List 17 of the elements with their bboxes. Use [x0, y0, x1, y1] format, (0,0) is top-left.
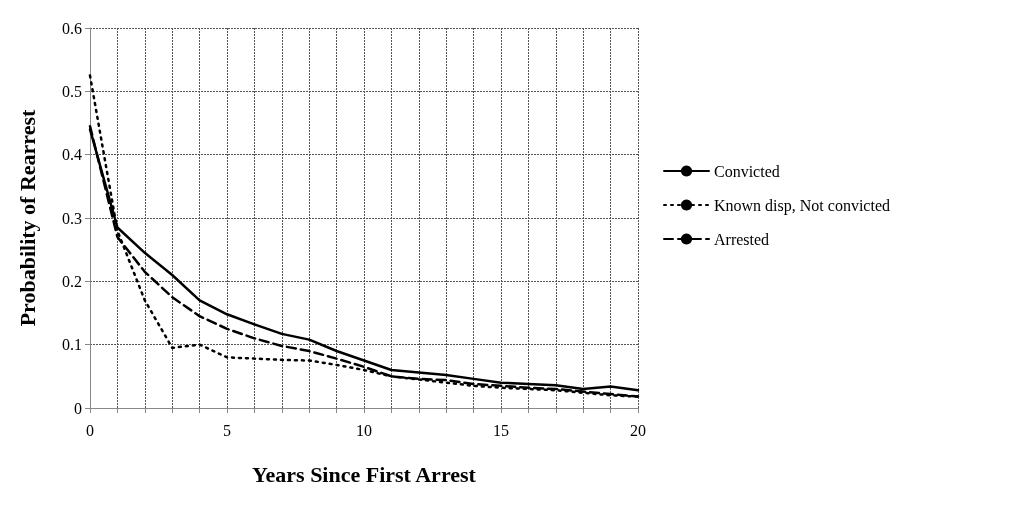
legend-label: Arrested — [714, 230, 770, 248]
x-tick-label: 5 — [223, 421, 231, 439]
y-tick-label: 0.4 — [62, 146, 82, 164]
y-tick-label: 0.2 — [62, 272, 82, 290]
x-tick-label: 0 — [86, 421, 94, 439]
y-tick-label: 0.5 — [62, 82, 82, 100]
y-tick-label: 0 — [74, 399, 82, 417]
legend-label: Known disp, Not convicted — [714, 196, 890, 215]
legend-label: Convicted — [714, 162, 780, 180]
y-tick-label: 0.1 — [62, 336, 82, 354]
y-tick-label: 0.6 — [62, 19, 82, 37]
x-tick-label: 10 — [356, 421, 372, 439]
x-tick-label: 20 — [630, 421, 646, 439]
y-tick-label: 0.3 — [62, 209, 82, 227]
y-axis-title: Probability of Rearrest — [14, 108, 40, 327]
x-tick-label: 15 — [493, 421, 509, 439]
x-axis-title: Years Since First Arrest — [252, 461, 477, 487]
